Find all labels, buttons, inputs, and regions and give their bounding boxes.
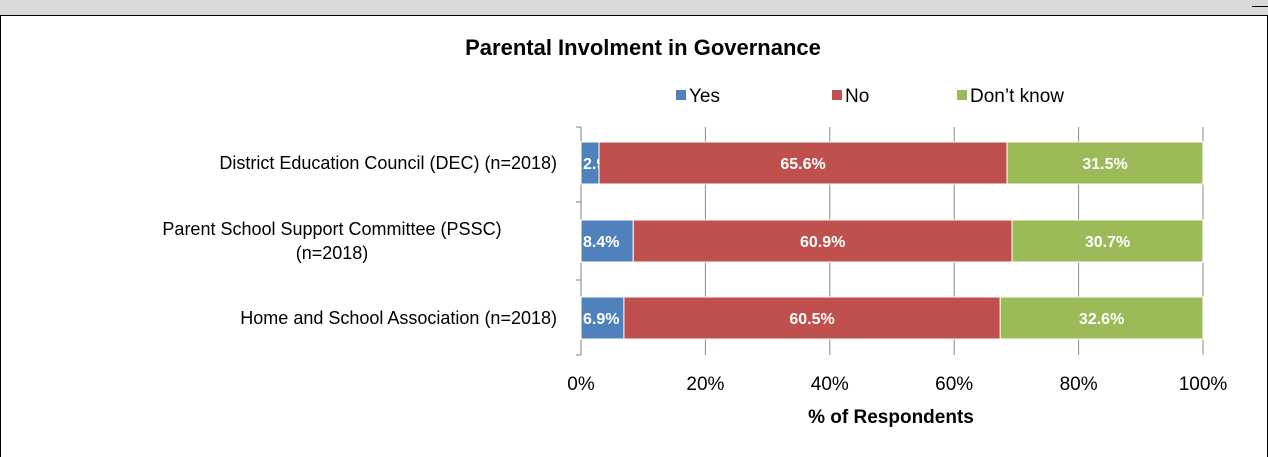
bar-segment — [1006, 141, 1204, 185]
bar-segment — [1011, 219, 1204, 263]
x-axis-label: % of Respondents — [808, 407, 974, 428]
category-label: (n=2018) — [296, 243, 369, 263]
category-label: District Education Council (DEC) (n=2018… — [219, 153, 557, 173]
chart-title: Parental Involment in Governance — [465, 35, 821, 60]
category-label: Parent School Support Committee (PSSC) — [162, 219, 501, 239]
legend-swatch — [957, 90, 967, 100]
x-tick-label: 60% — [935, 374, 973, 395]
data-label: 31.5% — [1082, 156, 1127, 173]
x-tick-label: 20% — [686, 374, 724, 395]
bar-segment — [999, 296, 1204, 340]
window-top-bar — [0, 0, 1268, 16]
x-tick-label: 80% — [1060, 374, 1098, 395]
bar-segment — [623, 296, 1001, 340]
data-label: 60.9% — [800, 234, 845, 251]
data-label: 32.6% — [1079, 311, 1124, 328]
data-label: 6.9% — [583, 311, 619, 328]
x-tick-label: 0% — [567, 374, 595, 395]
legend-label: Don’t know — [970, 86, 1064, 107]
data-label: 60.5% — [789, 311, 834, 328]
bar-group: 2.9%65.6%31.5%8.4%60.9%30.7%6.9%60.5%32.… — [580, 141, 1204, 340]
bar-segment — [632, 219, 1013, 263]
top-bar-notch — [1252, 6, 1268, 7]
x-tick-labels: 0% 20% 40% 60% 80% 100% — [567, 374, 1227, 395]
legend-label: No — [845, 86, 869, 107]
category-label: Home and School Association (n=2018) — [240, 308, 557, 328]
chart-legend: Yes No Don’t know — [676, 86, 1064, 107]
legend-label: Yes — [689, 86, 720, 107]
x-tick-label: 100% — [1179, 374, 1228, 395]
data-label: 30.7% — [1085, 234, 1130, 251]
legend-swatch — [832, 90, 842, 100]
bar-segment — [580, 296, 625, 340]
data-label: 8.4% — [583, 234, 619, 251]
bar-segment — [580, 219, 634, 263]
legend-swatch — [676, 90, 686, 100]
bar-segment — [598, 141, 1008, 185]
category-labels: District Education Council (DEC) (n=2018… — [162, 153, 557, 328]
data-label: 65.6% — [780, 156, 825, 173]
x-tick-label: 40% — [811, 374, 849, 395]
